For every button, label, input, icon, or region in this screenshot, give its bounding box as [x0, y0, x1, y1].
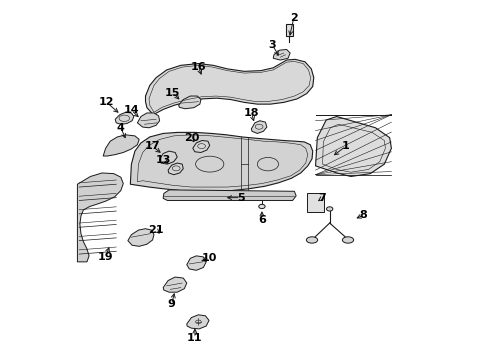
Text: 9: 9 — [168, 299, 175, 309]
Text: 11: 11 — [187, 333, 203, 343]
Polygon shape — [179, 96, 201, 109]
Text: 3: 3 — [269, 40, 276, 50]
Text: 13: 13 — [155, 154, 171, 165]
Text: 12: 12 — [99, 98, 115, 107]
Polygon shape — [77, 173, 123, 262]
Polygon shape — [128, 229, 154, 246]
Text: 17: 17 — [145, 141, 160, 152]
Polygon shape — [187, 315, 209, 329]
Ellipse shape — [259, 204, 265, 208]
Polygon shape — [163, 190, 296, 201]
Text: 15: 15 — [165, 87, 180, 98]
Polygon shape — [251, 121, 267, 134]
Text: 14: 14 — [123, 105, 139, 115]
Polygon shape — [160, 151, 177, 164]
Polygon shape — [168, 163, 183, 175]
Polygon shape — [316, 117, 392, 176]
Text: 16: 16 — [191, 62, 206, 72]
Polygon shape — [193, 140, 210, 153]
Text: 4: 4 — [117, 123, 125, 133]
Text: 18: 18 — [244, 108, 259, 118]
Polygon shape — [115, 112, 134, 124]
Text: 7: 7 — [318, 193, 326, 203]
Polygon shape — [130, 132, 313, 191]
Polygon shape — [273, 49, 290, 60]
Ellipse shape — [326, 207, 333, 211]
Text: 2: 2 — [290, 13, 297, 23]
Text: 10: 10 — [202, 253, 218, 263]
Bar — [307, 193, 324, 212]
Polygon shape — [103, 135, 139, 156]
Text: 21: 21 — [148, 225, 164, 235]
Ellipse shape — [306, 237, 318, 243]
Text: 5: 5 — [237, 193, 245, 203]
Bar — [286, 24, 294, 36]
Ellipse shape — [343, 237, 354, 243]
Polygon shape — [193, 72, 214, 85]
Text: 20: 20 — [184, 133, 199, 143]
Polygon shape — [163, 277, 187, 292]
Polygon shape — [137, 113, 160, 128]
Text: 1: 1 — [342, 141, 349, 152]
Text: 6: 6 — [258, 215, 266, 225]
Text: 8: 8 — [359, 210, 367, 220]
Polygon shape — [187, 256, 206, 270]
Polygon shape — [146, 59, 314, 115]
Text: 19: 19 — [98, 252, 114, 262]
